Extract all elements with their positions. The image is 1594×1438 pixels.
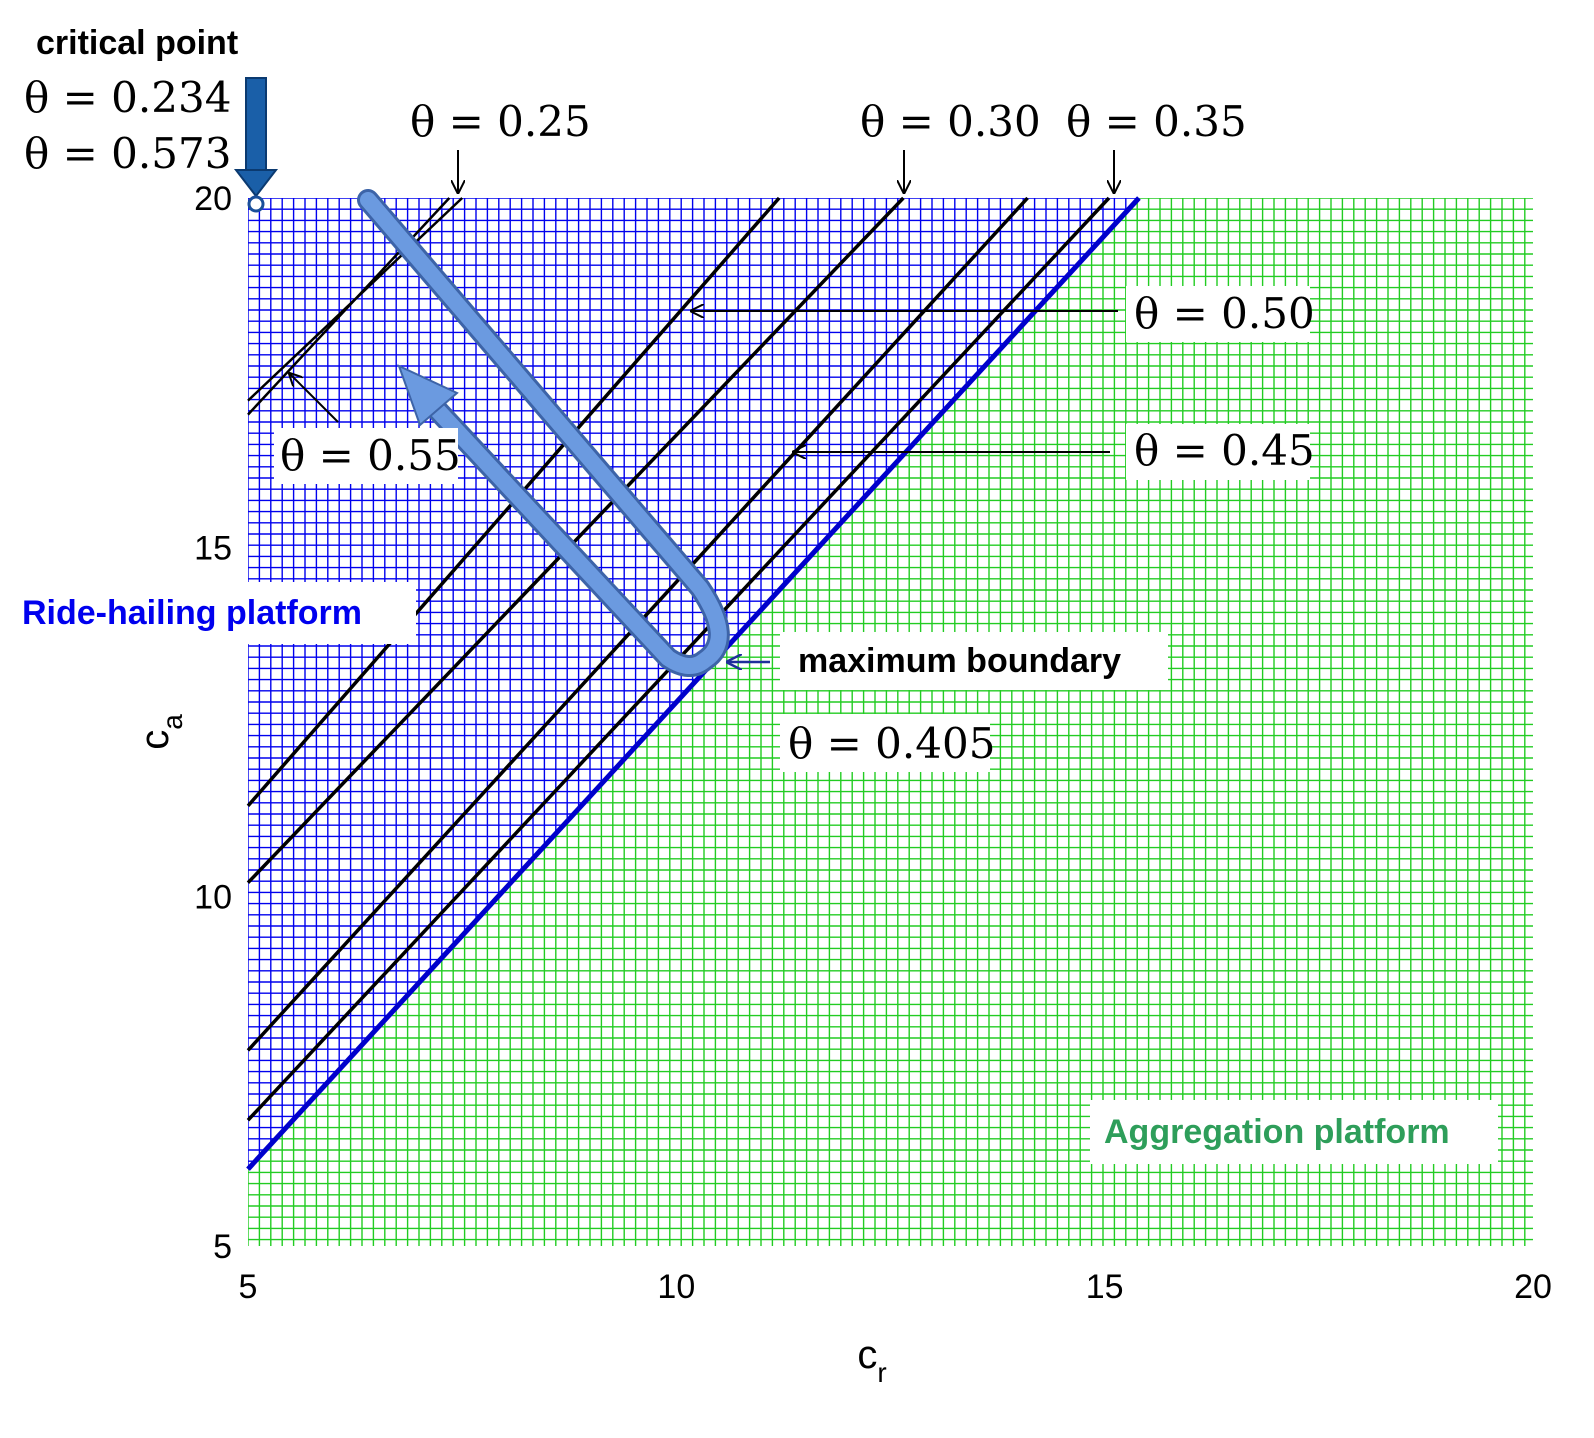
theta-035-label: θ = 0.35: [1066, 97, 1247, 146]
x-axis-label: cr: [857, 1333, 886, 1388]
ride-hailing-label: Ride-hailing platform: [22, 594, 362, 632]
aggregation-label: Aggregation platform: [1104, 1113, 1450, 1151]
y-tick-label: 10: [194, 879, 232, 917]
theta-030-label: θ = 0.30: [860, 97, 1041, 146]
max-boundary-label-bg: [780, 632, 1168, 690]
theta-045-label-bg: [1126, 424, 1310, 480]
ride-hailing-label-bg: [14, 582, 416, 644]
x-tick-label: 15: [1086, 1268, 1124, 1306]
x-axis-label-main: c: [857, 1333, 877, 1377]
theta-025-label: θ = 0.25: [410, 97, 591, 146]
theta-0573-label: θ = 0.573: [24, 129, 231, 178]
x-tick-label: 20: [1514, 1268, 1552, 1306]
critical-point-arrow: [233, 77, 279, 198]
theta-line-3: [246, 196, 905, 884]
axis-ticks: 5 10 15 20 5 10 15 20: [194, 180, 1552, 1306]
y-tick-label: 15: [194, 529, 232, 567]
boundary-line: [246, 196, 1141, 1171]
theta-050-label-bg: [1126, 286, 1310, 342]
theta-055-label: θ = 0.55: [280, 431, 461, 480]
y-tick-label: 20: [194, 180, 232, 218]
x-tick-label: 10: [657, 1268, 695, 1306]
theta-0234-label: θ = 0.234: [24, 73, 231, 122]
theta-050-label: θ = 0.50: [1134, 289, 1315, 338]
max-boundary-label: maximum boundary: [798, 642, 1121, 680]
x-tick-label: 5: [239, 1268, 258, 1306]
arrow-theta-055: [290, 374, 339, 423]
y-axis-label-main: c: [133, 730, 177, 750]
aggregation-label-bg: [1090, 1100, 1498, 1164]
theta-0405-label-bg: [780, 714, 990, 772]
y-axis-label-sub: a: [157, 714, 188, 730]
x-axis-label-sub: r: [877, 1357, 886, 1388]
theta-045-label: θ = 0.45: [1134, 426, 1315, 475]
critical-point-marker: [247, 195, 265, 213]
theta-055-label-bg: [274, 428, 458, 484]
y-tick-label: 5: [213, 1228, 232, 1266]
trend-arrow: [357, 189, 730, 677]
theta-0405-label: θ = 0.405: [788, 719, 995, 768]
critical-point-label: critical point: [36, 24, 238, 62]
y-axis-label: ca: [133, 714, 188, 750]
theta-line-1: [247, 197, 464, 402]
